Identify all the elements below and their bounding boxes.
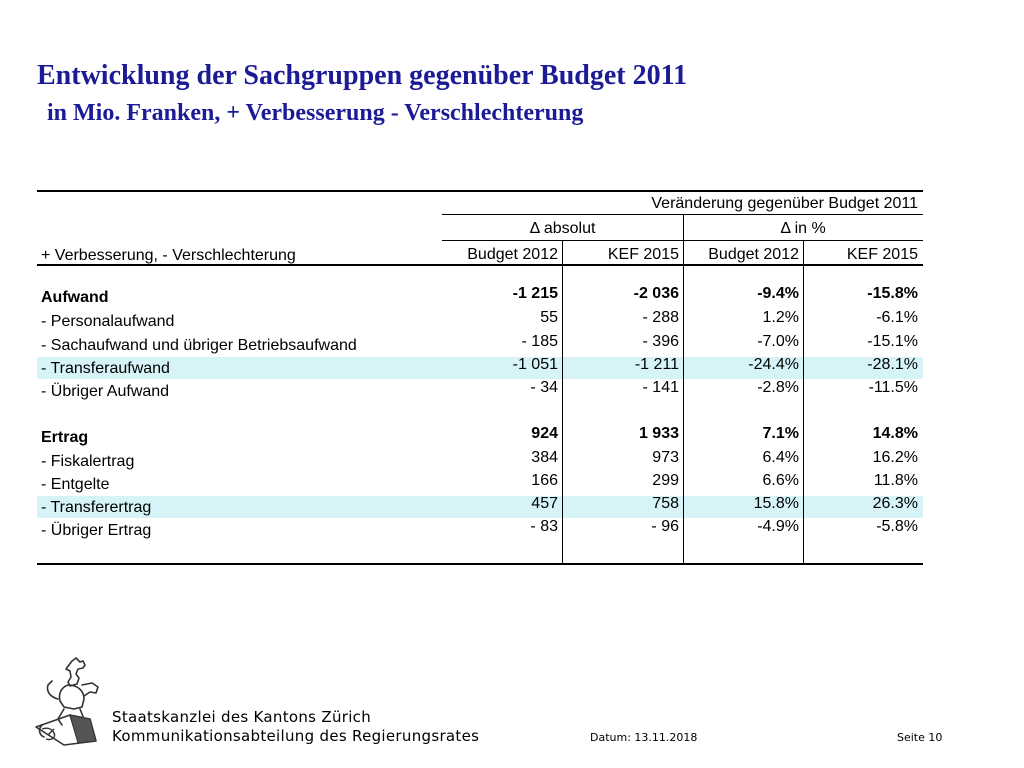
header-group-label: Veränderung gegenüber Budget 2011 [651,195,918,212]
row-value: - 288 [642,309,679,326]
row-value: 16.2% [872,449,918,466]
row-value: 6.4% [762,449,799,466]
row-label: - Übriger Aufwand [41,383,170,400]
row-label-header: + Verbesserung, - Verschlechterung [41,247,296,264]
row-highlight [37,357,923,379]
row-value: -11.5% [868,379,918,396]
row-value: - 34 [530,379,558,396]
row-highlight [37,496,923,518]
footer-org-line-1: Staatskanzlei des Kantons Zürich [112,708,372,726]
row-value: - 141 [642,379,679,396]
row-label: - Fiskalertrag [41,453,135,470]
row-value: 7.1% [762,425,799,442]
row-value: - 83 [530,518,558,535]
row-value: 299 [652,472,679,489]
row-value: 166 [531,472,558,489]
header-bottom-rule [37,264,923,266]
row-value: -28.1% [867,356,918,373]
row-label: - Übriger Ertrag [41,522,152,539]
zurich-lion-coat-of-arms-icon [30,655,110,747]
row-value: 924 [531,425,558,442]
group-header-rule [442,214,923,215]
data-table: Veränderung gegenüber Budget 2011 Δ abso… [37,190,923,565]
row-value: -1 051 [512,356,558,373]
row-value: -15.8% [867,285,918,302]
row-value: -9.4% [757,285,799,302]
row-value: 758 [652,495,679,512]
row-value: 15.8% [753,495,799,512]
row-value: 384 [531,449,558,466]
row-value: -7.0% [757,333,799,350]
footer-organization: Staatskanzlei des Kantons Zürich Kommuni… [112,708,479,746]
row-label: - Transferertrag [41,499,152,516]
footer-date: Datum: 13.11.2018 [590,731,698,744]
row-value: - 96 [651,518,679,535]
row-value: 973 [652,449,679,466]
col-header-kef-2015-pct: KEF 2015 [846,246,918,263]
col-divider-3 [803,240,804,563]
col-divider-1 [562,240,563,563]
row-value: -6.1% [876,309,918,326]
row-value: 55 [540,309,558,326]
row-value: -5.8% [876,518,918,535]
header-absolute-label: Δ absolut [529,220,596,237]
row-value: 1 933 [638,425,679,442]
row-value: -2 036 [633,285,679,302]
row-label: - Transferaufwand [41,360,170,377]
row-label: - Entgelte [41,476,110,493]
row-value: -1 211 [634,356,679,373]
row-value: 1.2% [762,309,799,326]
row-label: Ertrag [41,429,89,446]
subgroup-header-rule [442,240,923,241]
row-label: - Sachaufwand und übriger Betriebsaufwan… [41,337,357,354]
row-value: - 185 [521,333,558,350]
row-label: - Personalaufwand [41,313,175,330]
footer-org-line-2: Kommunikationsabteilung des Regierungsra… [112,727,480,745]
slide-title: Entwicklung der Sachgruppen gegenüber Bu… [37,60,688,91]
row-value: -15.1% [867,333,918,350]
row-value: 11.8% [873,472,918,489]
row-value: -24.4% [748,356,799,373]
col-divider-2 [683,214,684,563]
row-label: Aufwand [41,289,109,306]
row-value: 457 [531,495,558,512]
row-value: -1 215 [512,285,558,302]
footer-page-number: Seite 10 [897,731,943,744]
table-top-rule [37,190,923,192]
row-value: - 396 [642,333,679,350]
row-value: -4.9% [757,518,799,535]
row-value: 14.8% [872,425,918,442]
row-value: 6.6% [762,472,799,489]
header-percent-label: Δ in % [780,220,826,237]
table-bottom-rule [37,563,923,565]
col-header-budget-2012-abs: Budget 2012 [467,246,558,263]
col-header-budget-2012-pct: Budget 2012 [708,246,799,263]
col-header-kef-2015-abs: KEF 2015 [607,246,679,263]
row-value: -2.8% [757,379,799,396]
slide-subtitle: in Mio. Franken, + Verbesserung - Versch… [47,100,584,126]
row-value: 26.3% [872,495,918,512]
